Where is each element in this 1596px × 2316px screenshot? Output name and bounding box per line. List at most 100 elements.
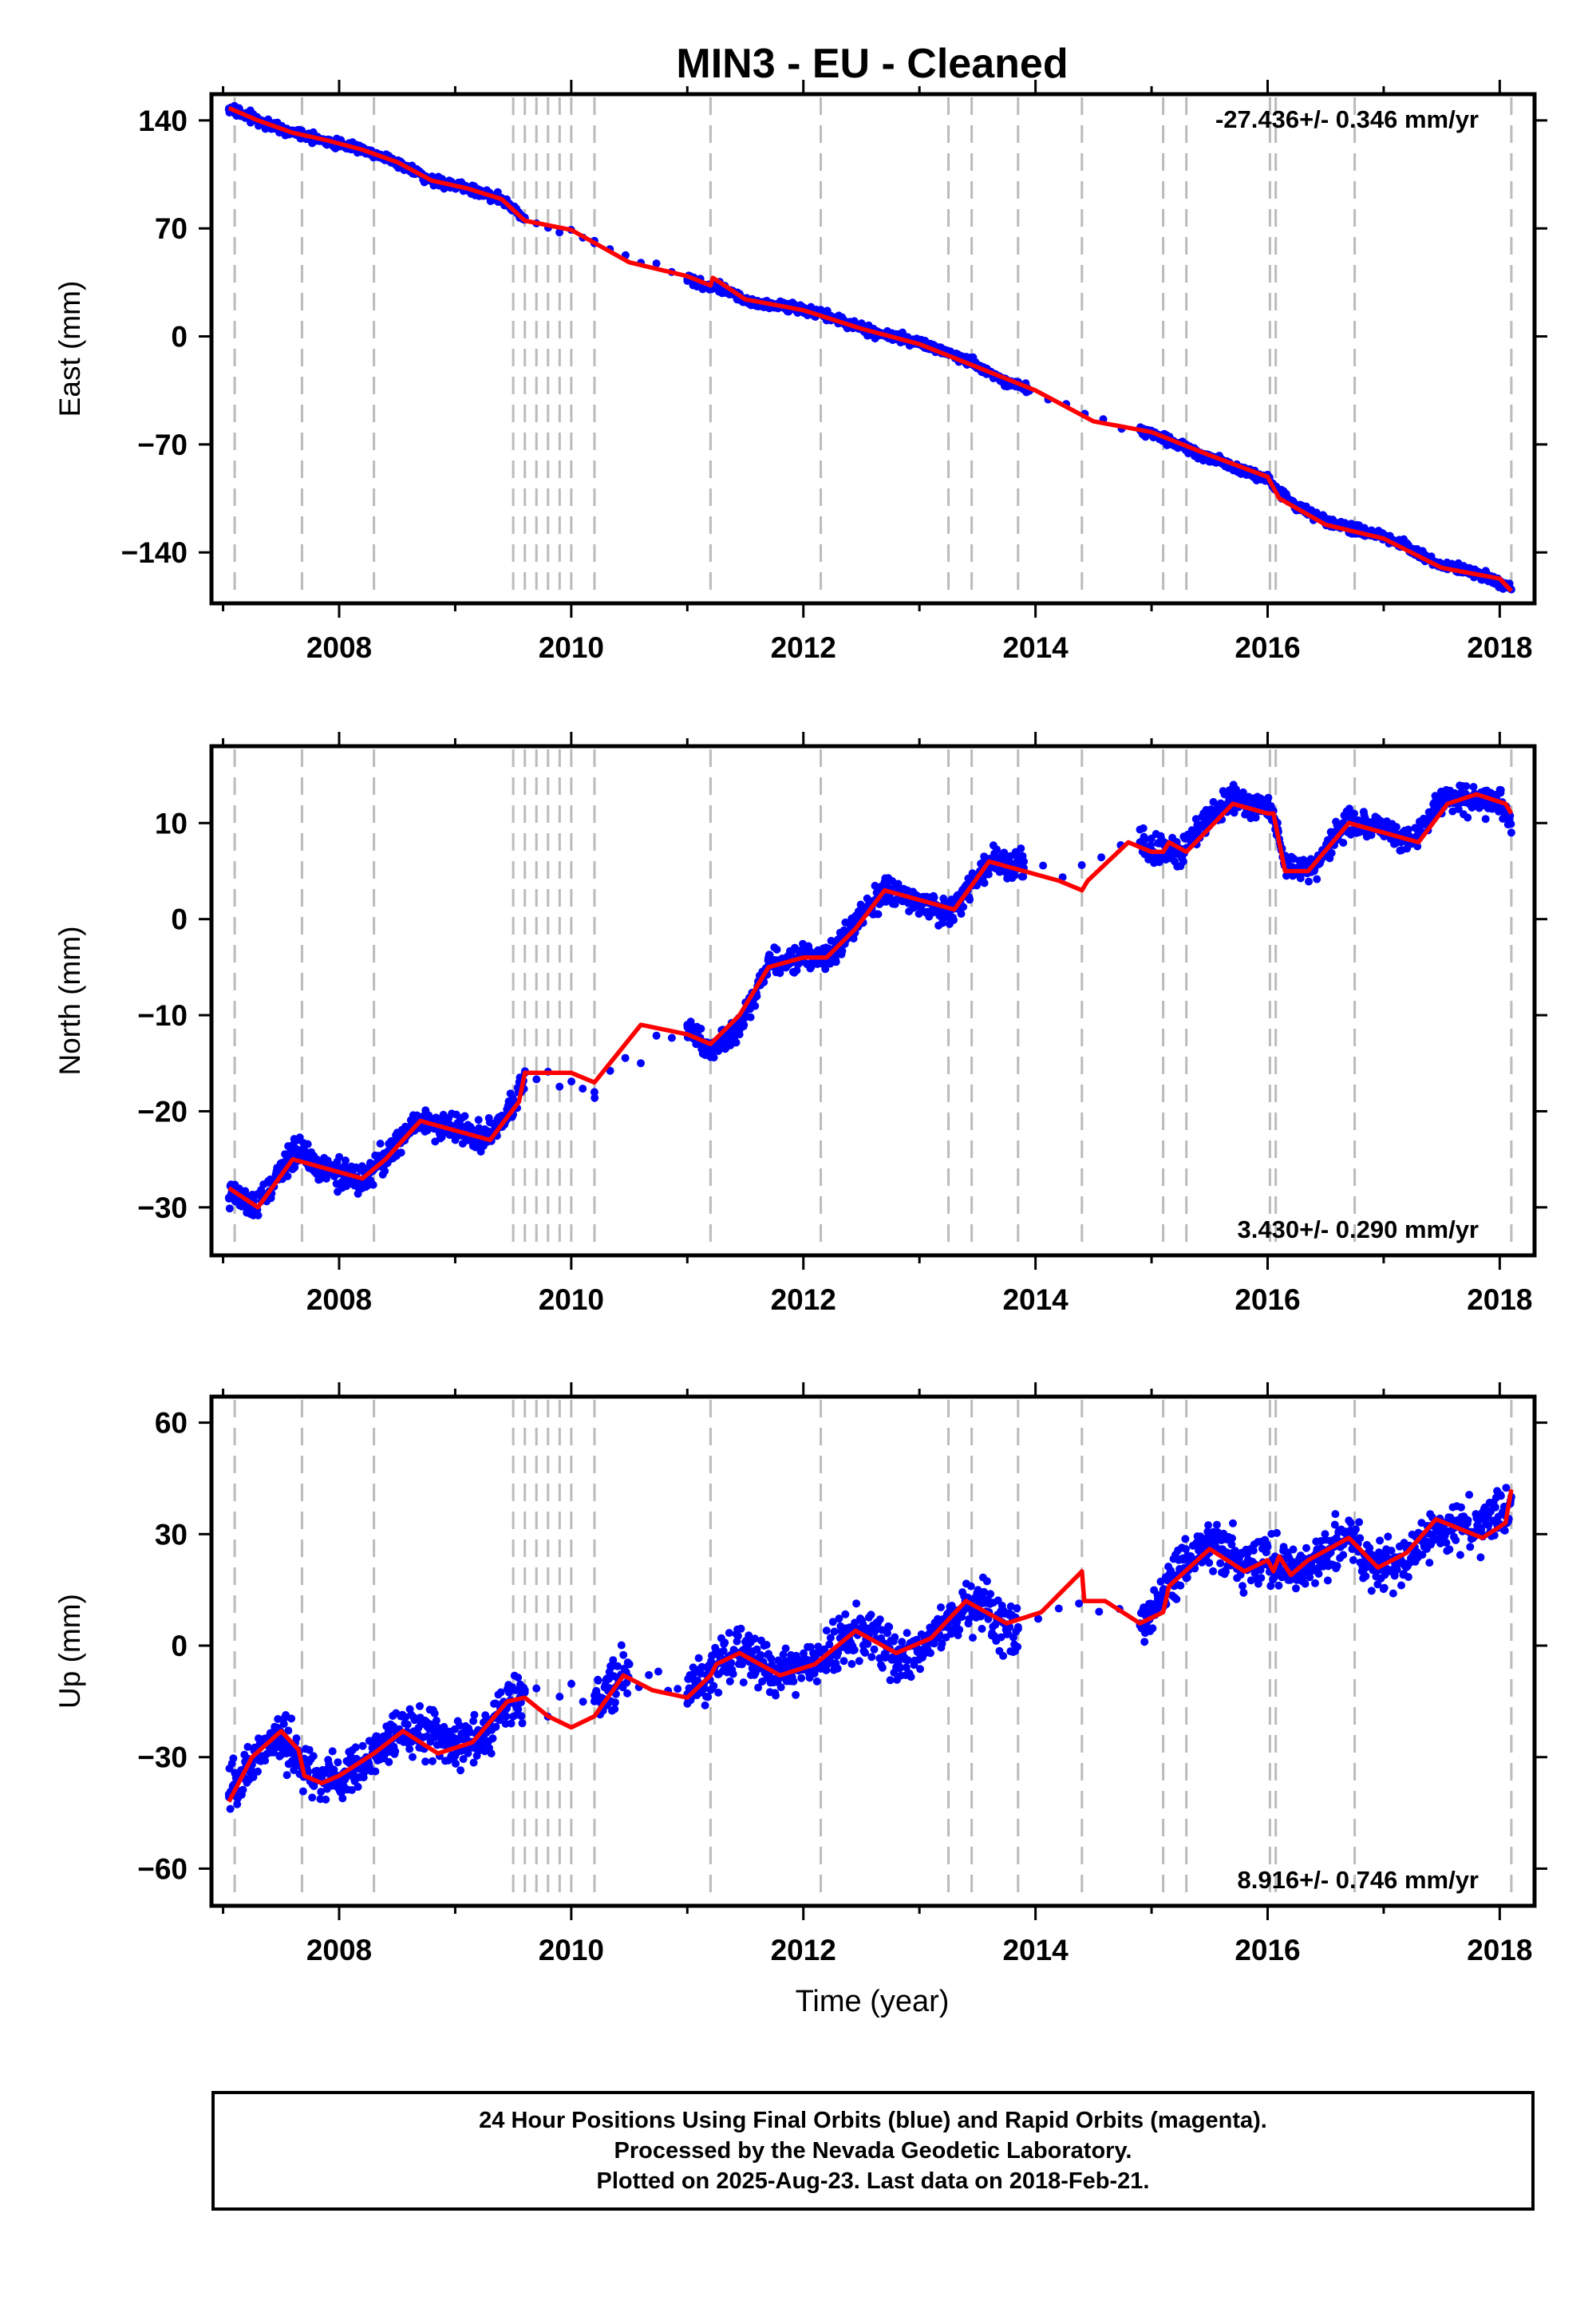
- data-point: [1222, 1567, 1230, 1576]
- data-point: [609, 1656, 618, 1665]
- data-point: [1077, 861, 1086, 869]
- data-point: [833, 1664, 842, 1673]
- data-point: [279, 1720, 288, 1729]
- data-point: [507, 1719, 516, 1728]
- data-point: [1229, 1519, 1237, 1528]
- data-point: [1305, 877, 1313, 886]
- plot-frame: [209, 92, 1537, 606]
- data-point: [1496, 786, 1505, 794]
- data-point: [1345, 804, 1353, 813]
- data-point: [224, 1193, 233, 1202]
- data-point: [898, 1638, 907, 1646]
- data-point: [700, 1684, 709, 1693]
- data-point: [502, 1712, 511, 1721]
- data-point: [895, 1664, 904, 1673]
- x-tick-label: 2014: [1002, 631, 1069, 664]
- data-point: [459, 1755, 468, 1764]
- data-point: [792, 966, 801, 974]
- data-point: [1314, 1570, 1323, 1578]
- data-point: [978, 1624, 986, 1633]
- data-point: [704, 1693, 713, 1701]
- data-point: [767, 1654, 776, 1663]
- data-point: [781, 1644, 790, 1653]
- data-point: [617, 1641, 626, 1650]
- data-point: [729, 1670, 737, 1678]
- data-point: [421, 1757, 430, 1766]
- data-point: [1404, 1573, 1412, 1581]
- data-point: [235, 1184, 243, 1193]
- data-point: [409, 1753, 417, 1761]
- data-point: [903, 1629, 911, 1638]
- data-point: [254, 1211, 263, 1219]
- data-point: [937, 1603, 945, 1611]
- data-point: [429, 1757, 437, 1765]
- data-point: [469, 1717, 478, 1725]
- data-point: [335, 1152, 344, 1161]
- data-point: [1368, 527, 1377, 536]
- data-point: [1205, 1559, 1214, 1567]
- data-point: [938, 1639, 946, 1648]
- data-point: [709, 1682, 718, 1690]
- data-point: [1437, 790, 1446, 799]
- data-point: [1331, 1510, 1340, 1519]
- data-point: [514, 1705, 523, 1713]
- points-up: [224, 1484, 1515, 1813]
- data-point: [740, 1021, 749, 1029]
- data-point: [233, 1800, 242, 1808]
- data-point: [694, 1654, 703, 1662]
- data-point: [1167, 1567, 1175, 1575]
- data-point: [1238, 1582, 1246, 1591]
- data-point: [850, 1646, 859, 1654]
- data-point: [1350, 809, 1358, 818]
- data-point: [1445, 1545, 1454, 1554]
- data-point: [839, 1657, 848, 1666]
- data-point: [1404, 825, 1412, 834]
- data-point: [225, 1204, 234, 1213]
- data-point: [391, 1747, 400, 1756]
- data-point: [1212, 1520, 1221, 1529]
- data-point: [456, 1721, 464, 1730]
- rate-annotation: -27.436+/- 0.346 mm/yr: [1215, 105, 1479, 133]
- data-point: [825, 1640, 834, 1649]
- data-point: [1238, 788, 1247, 796]
- data-point: [1349, 1555, 1357, 1564]
- data-point: [1448, 807, 1457, 816]
- data-point: [1019, 872, 1028, 881]
- data-point: [984, 1614, 993, 1623]
- data-point: [746, 1013, 755, 1022]
- data-point: [308, 1793, 317, 1802]
- data-point: [1392, 823, 1400, 832]
- data-point: [351, 1743, 360, 1752]
- data-point: [838, 947, 847, 955]
- x-tick-label: 2018: [1467, 631, 1532, 664]
- data-point: [1442, 1539, 1451, 1547]
- data-point: [532, 1075, 541, 1084]
- x-tick-label: 2018: [1467, 1283, 1532, 1316]
- data-point: [1239, 1588, 1248, 1597]
- data-point: [739, 1678, 748, 1687]
- data-point: [1249, 1546, 1258, 1555]
- data-point: [690, 1669, 699, 1678]
- data-point: [1013, 1604, 1021, 1613]
- data-point: [847, 1660, 856, 1668]
- data-point: [993, 845, 1001, 854]
- data-point: [982, 1577, 991, 1586]
- data-point: [1339, 839, 1348, 847]
- data-point: [334, 1758, 342, 1767]
- data-point: [464, 1749, 472, 1757]
- data-point: [830, 1627, 839, 1636]
- data-point: [416, 1701, 424, 1710]
- data-point: [1054, 1604, 1063, 1613]
- data-point: [750, 1634, 759, 1643]
- data-point: [654, 1667, 662, 1676]
- data-point: [1462, 782, 1471, 791]
- data-point: [683, 1021, 692, 1030]
- data-point: [1171, 857, 1179, 866]
- data-point: [762, 1641, 771, 1649]
- data-point: [852, 1599, 861, 1608]
